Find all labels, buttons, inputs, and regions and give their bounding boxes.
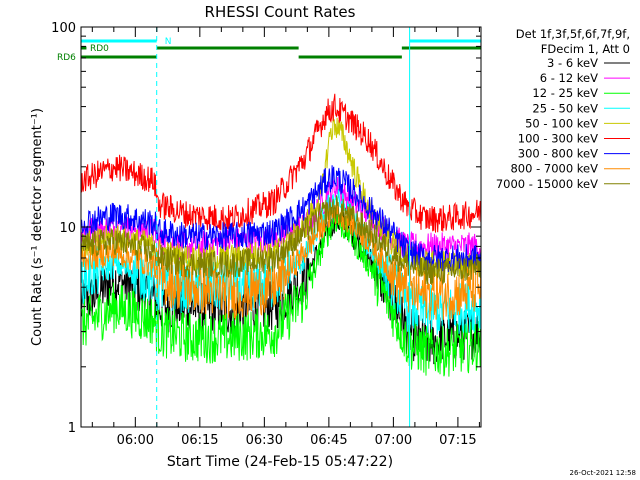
x-tick-label: 06:30: [246, 433, 283, 448]
y-tick-label: 1: [68, 421, 76, 436]
legend-entry-label: 300 - 800 keV: [518, 147, 598, 161]
x-tick-label: 06:00: [117, 433, 154, 448]
state-label-rd6: RD6: [57, 53, 76, 63]
state-label-rd0: RD0: [90, 44, 109, 54]
x-tick-label: 07:00: [375, 433, 412, 448]
legend-entry-label: 800 - 7000 keV: [510, 162, 598, 176]
y-tick-label: 10: [59, 221, 76, 236]
y-axis-label: Count Rate (s⁻¹ detector segment⁻¹): [30, 108, 45, 346]
legend-entry-label: 12 - 25 keV: [532, 86, 598, 100]
legend-entry-label: 50 - 100 keV: [525, 116, 598, 130]
y-tick-label: 100: [51, 21, 76, 36]
series-line-7: [81, 199, 481, 321]
legend-entry-label: 7000 - 15000 keV: [496, 177, 598, 191]
series-line-8: [81, 195, 481, 286]
x-tick-label: 06:45: [310, 433, 347, 448]
state-label-n: N: [165, 37, 172, 47]
chart-title: RHESSI Count Rates: [205, 3, 356, 21]
legend-entry-label: 100 - 300 keV: [518, 132, 598, 146]
x-axis-label: Start Time (24-Feb-15 05:47:22): [167, 454, 393, 470]
legend-entry-label: 3 - 6 keV: [547, 56, 598, 70]
legend-header-line: FDecim 1, Att 0: [541, 42, 630, 56]
legend-entry-label: 6 - 12 keV: [540, 71, 598, 85]
legend-header-line: Det 1f,3f,5f,6f,7f,9f,: [516, 27, 630, 41]
timestamp: 26-Oct-2021 12:58: [570, 469, 636, 477]
legend-entry-label: 25 - 50 keV: [532, 101, 598, 115]
series-line-2: [81, 214, 481, 377]
series-line-5: [81, 93, 481, 233]
x-tick-label: 06:15: [181, 433, 218, 448]
x-tick-label: 07:15: [439, 433, 476, 448]
